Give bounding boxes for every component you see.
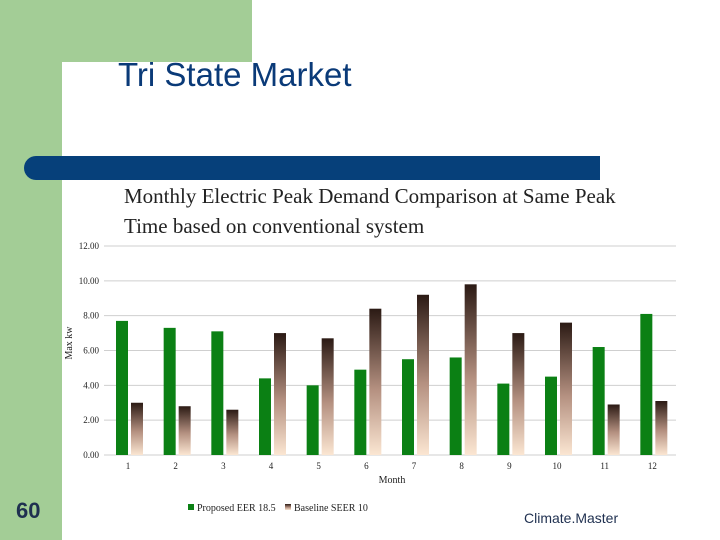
bar-baseline: [321, 338, 334, 455]
bar-baseline: [131, 402, 143, 455]
x-tick-label: 4: [269, 461, 274, 471]
y-tick-label: 12.00: [79, 241, 100, 251]
legend-label-proposed: Proposed EER 18.5: [197, 503, 276, 514]
bar-baseline: [655, 401, 668, 455]
bar-proposed: [545, 376, 557, 455]
x-tick-label: 6: [364, 461, 369, 471]
legend-swatch-proposed: [188, 504, 194, 510]
bar-proposed: [116, 320, 128, 455]
bar-proposed: [497, 383, 510, 455]
bar-proposed: [354, 369, 367, 455]
bar-proposed: [259, 378, 271, 455]
title-divider-bar: [24, 156, 600, 180]
bar-proposed: [306, 385, 319, 455]
x-tick-label: 3: [221, 461, 226, 471]
gridlines: [104, 245, 676, 456]
legend-swatch-baseline: [285, 504, 291, 510]
bar-baseline: [607, 404, 620, 455]
slide-number: 60: [16, 498, 41, 523]
bar-proposed: [592, 347, 605, 455]
bar-baseline: [226, 409, 239, 455]
bar-baseline: [560, 322, 572, 455]
side-green-band: [0, 0, 62, 540]
y-tick-label: 6.00: [83, 346, 99, 356]
bar-baseline: [178, 406, 191, 455]
bar-proposed: [640, 313, 653, 455]
y-tick-label: 4.00: [83, 380, 99, 390]
bar-baseline: [274, 333, 286, 455]
y-tick-label: 0.00: [83, 450, 99, 460]
chart-subtitle: Monthly Electric Peak Demand Comparison …: [124, 184, 616, 238]
x-tick-label: 5: [316, 461, 321, 471]
y-tick-label: 10.00: [79, 276, 100, 286]
bar-baseline: [464, 284, 477, 455]
bar-baseline: [417, 294, 429, 455]
bar-proposed: [402, 359, 414, 455]
x-tick-label: 1: [126, 461, 131, 471]
x-tick-label: 8: [459, 461, 464, 471]
x-tick-label: 12: [648, 461, 657, 471]
x-axis-title: Month: [379, 475, 406, 486]
bar-proposed: [163, 327, 176, 455]
y-axis-title: Max kw: [64, 326, 75, 360]
top-green-tab: [62, 0, 252, 62]
bar-proposed: [449, 357, 462, 455]
legend-label-baseline: Baseline SEER 10: [294, 503, 368, 514]
bar-baseline: [512, 333, 525, 455]
content-panel: [62, 62, 720, 540]
y-tick-label: 8.00: [83, 311, 99, 321]
x-tick-label: 9: [507, 461, 512, 471]
x-tick-label: 10: [553, 461, 563, 471]
x-tick-label: 2: [173, 461, 178, 471]
y-tick-label: 2.00: [83, 415, 99, 425]
bar-proposed: [211, 331, 224, 455]
legend: Proposed EER 18.5 Baseline SEER 10: [188, 503, 368, 514]
x-tick-label: 11: [600, 461, 609, 471]
brand-name: Climate.Master: [524, 510, 619, 526]
x-tick-label: 7: [412, 461, 417, 471]
bars: [116, 284, 668, 455]
bar-baseline: [369, 308, 382, 455]
slide-title: Tri State Market: [118, 56, 352, 93]
